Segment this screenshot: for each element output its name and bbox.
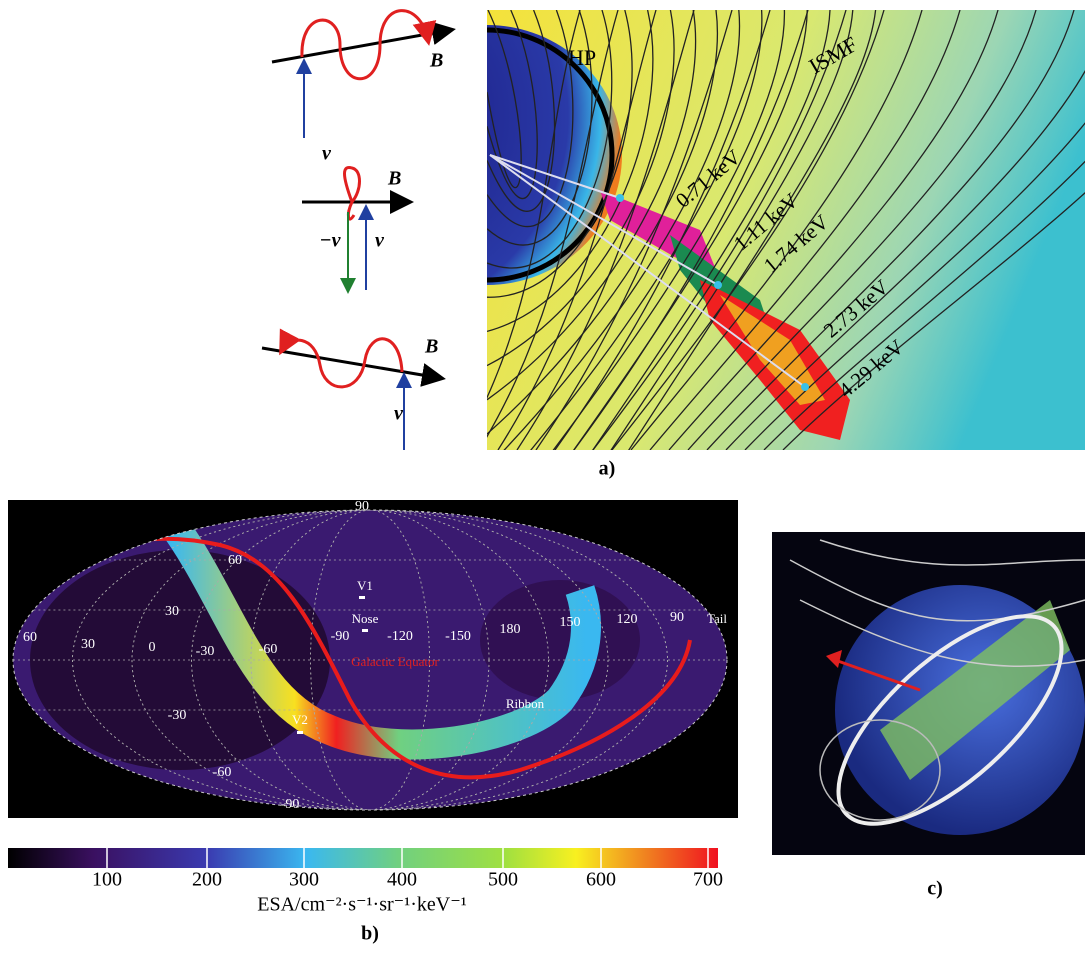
gyration-diagrams	[262, 11, 450, 450]
b-label: B	[424, 336, 438, 358]
longitude-label: 30	[81, 637, 95, 652]
colorbar-tick-label: 500	[488, 869, 518, 891]
longitude-label: -150	[445, 629, 471, 644]
skymap-title: skymap 1.2 keV Differental Flux	[230, 819, 494, 841]
longitude-label: 0	[149, 640, 156, 655]
longitude-label: -120	[387, 629, 413, 644]
b-label: B	[429, 50, 443, 72]
longitude-label: 60	[23, 630, 37, 645]
latitude-label: 30	[165, 604, 179, 619]
longitude-label: 120	[617, 612, 638, 627]
colorbar-label: ESA/cm⁻²·s⁻¹·sr⁻¹·keV⁻¹	[257, 894, 467, 916]
map-annotation: Tail	[707, 611, 727, 626]
colorbar-tick-label: 100	[92, 869, 122, 891]
caption: b)	[361, 923, 379, 945]
map-annotation: Nose	[352, 611, 379, 626]
colorbar-tick-label: 600	[586, 869, 616, 891]
v-label: v	[375, 230, 385, 252]
b-label: B	[387, 168, 401, 190]
figure: BvBv−vBvHPISMF0.71 keV1.11 keV1.74 keV2.…	[0, 0, 1089, 959]
map-annotation: V1	[357, 578, 373, 593]
marker	[297, 731, 303, 734]
latitude-label: -60	[213, 765, 232, 780]
longitude-label: -90	[331, 629, 350, 644]
v-label: v	[394, 403, 404, 425]
longitude-label: 90	[670, 610, 684, 625]
marker	[359, 596, 365, 599]
caption: a)	[599, 458, 616, 480]
longitude-label: 150	[560, 615, 581, 630]
latitude-label: 90	[355, 499, 369, 514]
colorbar	[8, 848, 718, 868]
map-annotation: Ribbon	[506, 696, 545, 711]
marker	[362, 629, 368, 632]
longitude-label: -60	[259, 642, 278, 657]
colorbar-tick-label: 400	[387, 869, 417, 891]
hp-label: HP	[568, 45, 596, 70]
colorbar-tick-label: 300	[289, 869, 319, 891]
neg-v-label: −v	[320, 230, 342, 252]
map-annotation: V2	[292, 712, 308, 727]
longitude-label: 180	[500, 622, 521, 637]
caption: c)	[927, 878, 943, 900]
map-annotation: Galactic Equator	[351, 654, 439, 669]
longitude-label: -30	[196, 644, 215, 659]
latitude-label: -30	[168, 708, 187, 723]
latitude-label: 60	[228, 553, 242, 568]
latitude-label: -90	[281, 797, 300, 812]
colorbar-tick-label: 200	[192, 869, 222, 891]
v-label: v	[322, 143, 332, 165]
colorbar-tick-label: 700	[693, 869, 723, 891]
